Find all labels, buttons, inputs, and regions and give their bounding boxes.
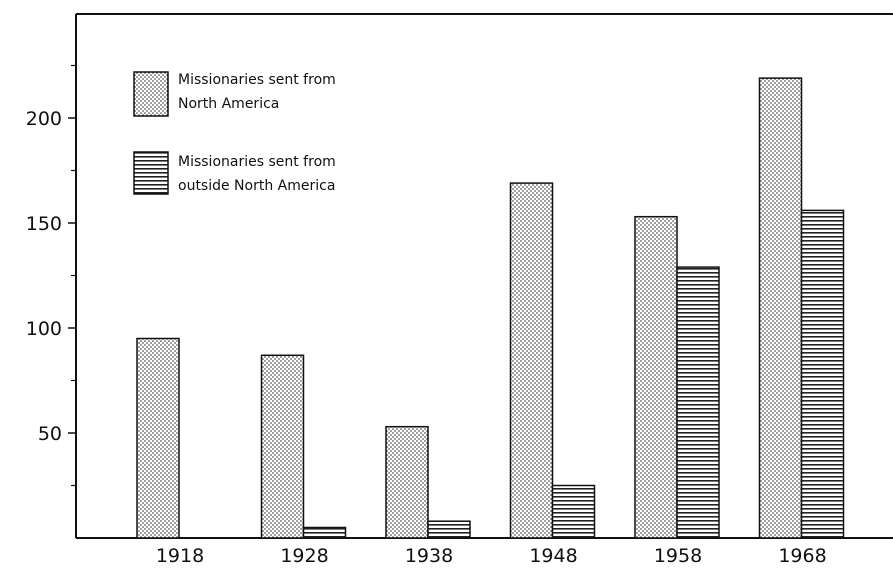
bar-north-america-1938 [386,427,428,538]
y-axis-tick-labels: 50 100 150 200 [26,108,62,445]
bar-north-america-1958 [635,217,677,538]
y-tick-label: 200 [26,108,62,130]
bar-outside-north-america-1938 [428,521,470,538]
x-tick-label-1948: 1948 [529,545,577,565]
bar-north-america-1948 [511,183,553,538]
y-tick-label: 150 [26,213,62,235]
y-tick-label: 50 [38,423,62,445]
legend-label-outside-north-america-line1: Missionaries sent from [178,154,336,170]
legend-label-outside-north-america-line2: outside North America [178,178,335,194]
bars-group [137,78,844,538]
bar-outside-north-america-1948 [553,486,595,539]
x-tick-label-1958: 1958 [654,545,702,565]
bar-outside-north-america-1958 [677,267,719,538]
legend-swatch-outside-north-america [134,152,168,194]
bar-outside-north-america-1968 [802,210,844,538]
bar-north-america-1918 [137,339,179,539]
x-axis-tick-labels: 1918 1928 1938 1948 1958 1968 [156,545,827,565]
x-tick-label-1968: 1968 [778,545,826,565]
x-tick-label-1938: 1938 [405,545,453,565]
legend-label-north-america-line2: North America [178,96,279,112]
x-tick-label-1928: 1928 [280,545,328,565]
legend: Missionaries sent from North America Mis… [134,72,336,194]
bar-north-america-1928 [262,355,304,538]
bar-north-america-1968 [760,78,802,538]
legend-swatch-north-america [134,72,168,116]
bar-outside-north-america-1928 [304,528,346,539]
y-axis-ticks [68,66,76,486]
x-tick-label-1918: 1918 [156,545,204,565]
legend-label-north-america-line1: Missionaries sent from [178,72,336,88]
y-tick-label: 100 [26,318,62,340]
